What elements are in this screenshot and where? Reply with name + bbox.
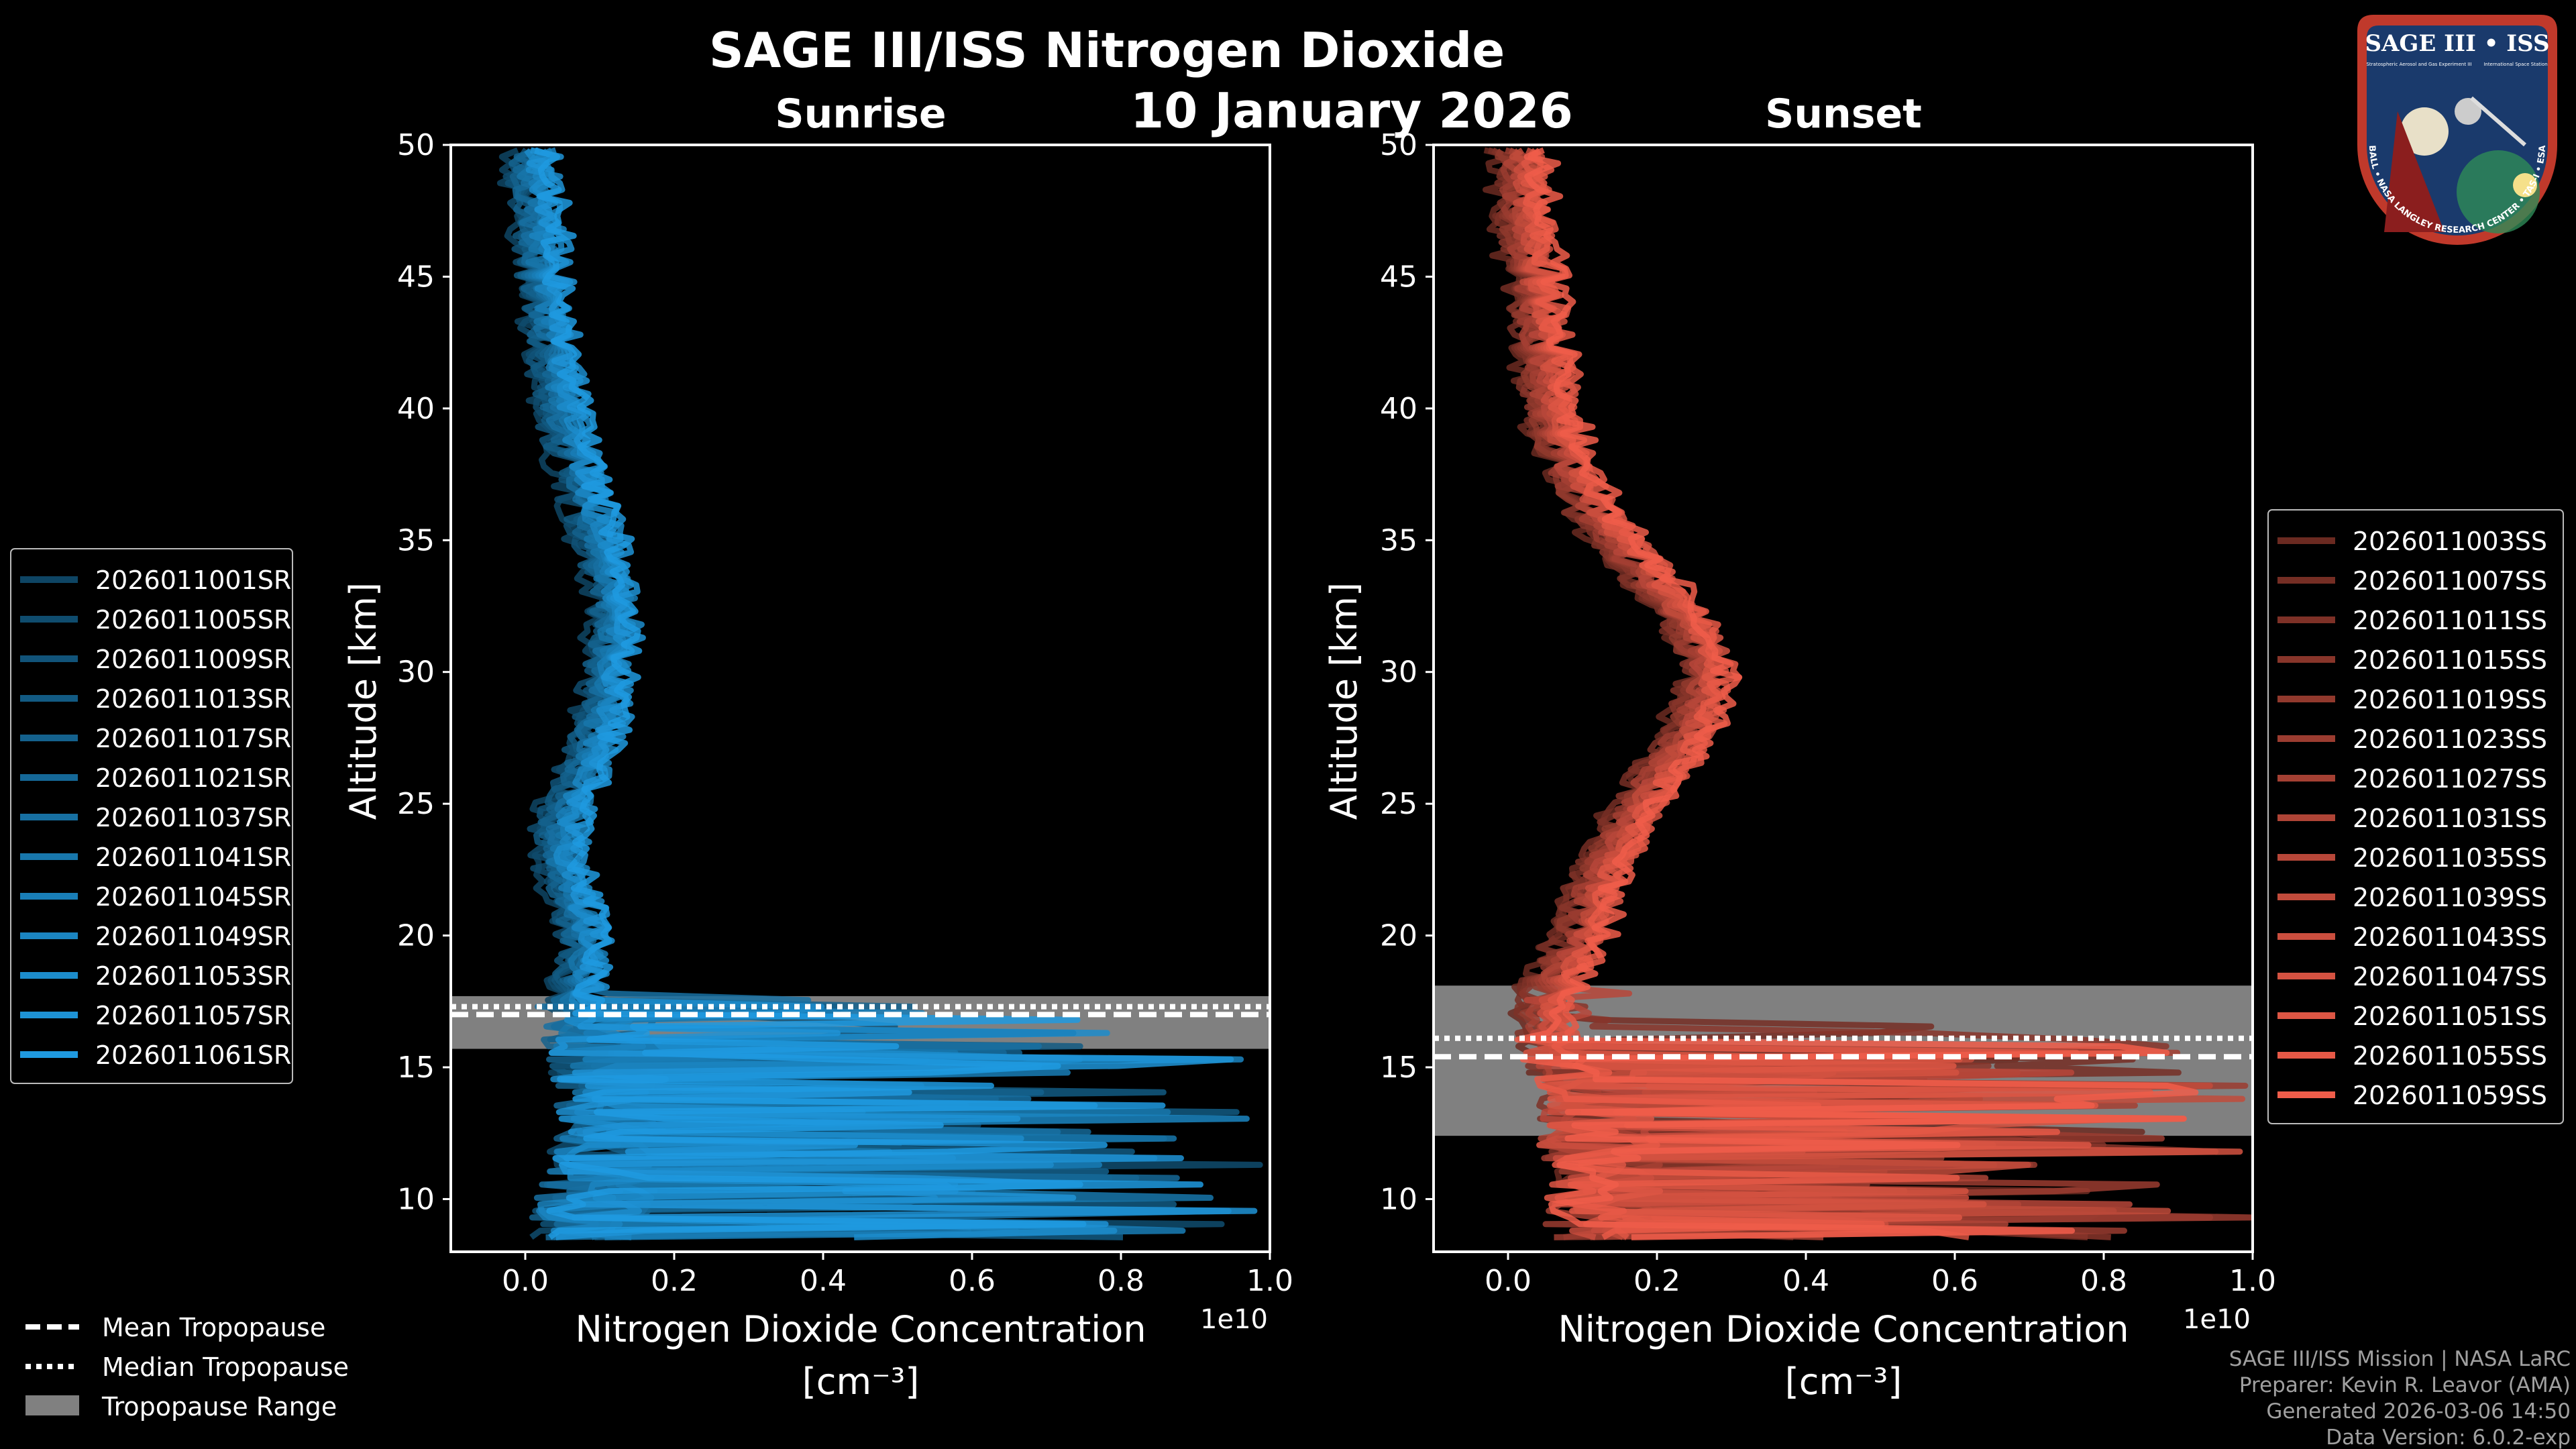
legend-label-2026011037SR: 2026011037SR	[95, 803, 291, 833]
y-tick-label: 40	[1380, 392, 1417, 426]
y-tick-label: 50	[397, 128, 435, 162]
sunrise-panel: 10 15 20 25 30 35 40 45 50 0.0 0.2 0.4 0.6 0.8 1.0	[397, 128, 1293, 1298]
legend-label-2026011031SS: 2026011031SS	[2353, 804, 2547, 833]
x-tick-label: 0.4	[800, 1264, 847, 1298]
y-tick-label: 35	[1380, 523, 1417, 557]
figure-title: SAGE III/ISS Nitrogen Dioxide	[709, 22, 1505, 78]
y-tick-label: 15	[1380, 1051, 1417, 1085]
plot-area	[1434, 147, 2253, 1240]
x-tick-label: 0.4	[1782, 1264, 1829, 1298]
sunrise-ylabel: Altitude [km]	[342, 582, 384, 820]
y-tick-label: 40	[397, 392, 435, 426]
x-tick-label: 0.8	[2080, 1264, 2127, 1298]
x-tick-label: 1.0	[2229, 1264, 2276, 1298]
sunset-xlabel-unit: [cm⁻³]	[1785, 1360, 1902, 1403]
sunset-legend: 2026011003SS 2026011007SS 2026011011SS 2026…	[2267, 509, 2564, 1124]
y-tick-label: 45	[1380, 260, 1417, 294]
legend-label-2026011001SR: 2026011001SR	[95, 566, 291, 595]
legend-label-2026011013SR: 2026011013SR	[95, 684, 291, 714]
legend-label-2026011057SR: 2026011057SR	[95, 1001, 291, 1030]
y-tick-label: 50	[1380, 128, 1417, 162]
legend-label-2026011021SR: 2026011021SR	[95, 763, 291, 793]
x-tick-label: 0.8	[1097, 1264, 1144, 1298]
legend-label-2026011035SS: 2026011035SS	[2353, 843, 2547, 873]
footer-line-1: SAGE III/ISS Mission | NASA LaRC	[2229, 1347, 2571, 1371]
x-tick-label: 1.0	[1246, 1264, 1293, 1298]
mean-tropopause-label: Mean Tropopause	[102, 1313, 325, 1342]
y-tick-label: 20	[1380, 919, 1417, 953]
sage-iii-iss-mission-logo: SAGE III • ISS Stratospheric Aerosol and…	[2357, 15, 2557, 245]
legend-label-2026011011SS: 2026011011SS	[2353, 606, 2547, 635]
legend-label-2026011059SS: 2026011059SS	[2353, 1081, 2547, 1110]
y-tick-label: 20	[397, 919, 435, 953]
legend-label-2026011015SS: 2026011015SS	[2353, 645, 2547, 675]
y-tick-label: 15	[397, 1051, 435, 1085]
badge-title: SAGE III • ISS	[2365, 30, 2549, 57]
axes-frame	[1432, 144, 2254, 1253]
tropopause-legend: Mean Tropopause Median Tropopause Tropop…	[25, 1313, 349, 1421]
legend-label-2026011061SR: 2026011061SR	[95, 1040, 291, 1070]
legend-label-2026011023SS: 2026011023SS	[2353, 724, 2547, 754]
tropopause-range-label: Tropopause Range	[101, 1392, 337, 1421]
sunset-x-offset: 1e10	[2183, 1304, 2251, 1335]
x-tick-label: 0.2	[651, 1264, 698, 1298]
legend-label-2026011047SS: 2026011047SS	[2353, 962, 2547, 991]
sunset-panel-title: Sunset	[1765, 91, 1922, 138]
legend-label-2026011009SR: 2026011009SR	[95, 645, 291, 674]
tropopause-range-swatch	[25, 1395, 79, 1415]
legend-label-2026011019SS: 2026011019SS	[2353, 685, 2547, 714]
legend-label-2026011041SR: 2026011041SR	[95, 843, 291, 872]
profile-2026011061SR	[534, 147, 1203, 1240]
x-tick-label: 0.6	[949, 1264, 996, 1298]
y-tick-label: 25	[1380, 787, 1417, 821]
y-tick-label: 25	[397, 787, 435, 821]
legend-frame	[2267, 509, 2564, 1124]
sunrise-legend: 2026011001SR 2026011005SR 2026011009SR 2026…	[10, 548, 293, 1084]
x-tick-label: 0.2	[1633, 1264, 1680, 1298]
sunrise-panel-title: Sunrise	[775, 91, 946, 138]
y-tick-label: 30	[397, 655, 435, 690]
legend-label-2026011003SS: 2026011003SS	[2353, 527, 2547, 556]
badge-subtitle-left: Stratospheric Aerosol and Gas Experiment…	[2366, 62, 2471, 67]
footer-line-4: Data Version: 6.0.2-exp	[2326, 1426, 2571, 1449]
footer-line-3: Generated 2026-03-06 14:50	[2266, 1399, 2571, 1424]
sunrise-xlabel: Nitrogen Dioxide Concentration	[575, 1308, 1146, 1350]
legend-frame	[10, 548, 293, 1084]
legend-label-2026011049SR: 2026011049SR	[95, 922, 291, 951]
plot-area	[451, 147, 1270, 1240]
sunset-xlabel: Nitrogen Dioxide Concentration	[1558, 1308, 2129, 1350]
legend-label-2026011039SS: 2026011039SS	[2353, 883, 2547, 912]
y-tick-label: 30	[1380, 655, 1417, 690]
legend-label-2026011043SS: 2026011043SS	[2353, 922, 2547, 952]
legend-label-2026011027SS: 2026011027SS	[2353, 764, 2547, 794]
footer-line-2: Preparer: Kevin R. Leavor (AMA)	[2239, 1373, 2571, 1397]
x-tick-label: 0.0	[1485, 1264, 1532, 1298]
sunset-panel: 10 15 20 25 30 35 40 45 50 0.0 0.2 0.4 0.6 0.8 1.0	[1380, 128, 2276, 1298]
legend-label-2026011005SR: 2026011005SR	[95, 605, 291, 635]
sunrise-x-offset: 1e10	[1200, 1304, 1268, 1335]
legend-label-2026011051SS: 2026011051SS	[2353, 1002, 2547, 1031]
legend-label-2026011045SR: 2026011045SR	[95, 882, 291, 912]
axes-frame	[449, 144, 1271, 1253]
figure-date: 10 January 2026	[1130, 83, 1573, 139]
y-tick-label: 35	[397, 523, 435, 557]
legend-label-2026011007SS: 2026011007SS	[2353, 566, 2547, 596]
legend-label-2026011017SR: 2026011017SR	[95, 724, 291, 753]
legend-label-2026011053SR: 2026011053SR	[95, 961, 291, 991]
y-tick-label: 45	[397, 260, 435, 294]
y-tick-label: 10	[1380, 1182, 1417, 1216]
y-tick-label: 10	[397, 1182, 435, 1216]
x-tick-label: 0.6	[1931, 1264, 1978, 1298]
median-tropopause-label: Median Tropopause	[102, 1352, 349, 1382]
x-tick-label: 0.0	[502, 1264, 549, 1298]
badge-subtitle-right: International Space Station	[2483, 62, 2547, 67]
footer: SAGE III/ISS Mission | NASA LaRC Prepare…	[2229, 1347, 2571, 1449]
legend-label-2026011055SS: 2026011055SS	[2353, 1041, 2547, 1071]
sunrise-xlabel-unit: [cm⁻³]	[802, 1360, 920, 1403]
sunset-ylabel: Altitude [km]	[1323, 582, 1365, 820]
